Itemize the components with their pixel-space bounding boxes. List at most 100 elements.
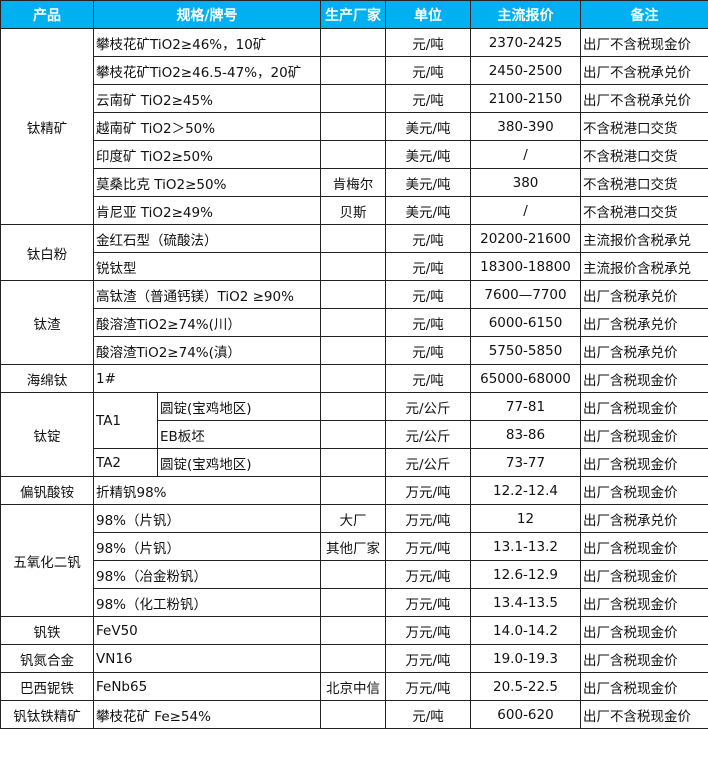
spec-cell: FeNb65	[93, 672, 321, 701]
table-row: 钒氮合金 VN16 万元/吨 19.0-19.3 出厂含税现金价	[0, 644, 708, 673]
table-row: 云南矿 TiO2≥45% 元/吨 2100-2150 出厂不含税承兑价	[1, 84, 708, 113]
maker-cell	[320, 224, 386, 253]
note-cell: 出厂含税承兑价	[580, 280, 708, 309]
table-row: 钛渣 高钛渣（普通钙镁）TiO2 ≥90% 元/吨 7600—7700 出厂含税承兑价	[0, 280, 708, 365]
note-cell: 出厂含税现金价	[580, 476, 708, 505]
header-spec: 规格/牌号	[93, 0, 321, 29]
grade-cell: TA1	[93, 392, 158, 449]
price-cell: 2370-2425	[470, 28, 581, 57]
table-row: TA2 圆锭(宝鸡地区) 元/公斤 73-77 出厂含税现金价	[1, 448, 708, 477]
note-cell: 出厂含税现金价	[580, 420, 708, 449]
table-row: 98%（片钒） 其他厂家 万元/吨 13.1-13.2 出厂含税现金价	[1, 532, 708, 561]
price-cell: 12.2-12.4	[470, 476, 581, 505]
maker-cell	[320, 112, 386, 141]
spec-cell: 98%（片钒）	[93, 504, 321, 533]
table-row: 印度矿 TiO2≥50% 美元/吨 / 不含税港口交货	[1, 140, 708, 169]
note-cell: 出厂含税承兑价	[580, 336, 708, 365]
spec-cell: 云南矿 TiO2≥45%	[93, 84, 321, 113]
header-maker: 生产厂家	[320, 0, 386, 29]
price-cell: 12	[470, 504, 581, 533]
table-row: 酸溶渣TiO2≥74%(滇） 元/吨 5750-5850 出厂含税承兑价	[1, 336, 708, 365]
price-cell: /	[470, 196, 581, 225]
price-cell: 5750-5850	[470, 336, 581, 365]
product-cell: 钛锭	[0, 392, 94, 477]
table-row: 巴西铌铁 FeNb65 北京中信 万元/吨 20.5-22.5 出厂含税现金价	[0, 672, 708, 701]
unit-cell: 元/吨	[385, 336, 471, 365]
table-row: 莫桑比克 TiO2≥50% 肯梅尔 美元/吨 380 不含税港口交货	[1, 168, 708, 197]
table-row: 钒钛铁精矿 攀枝花矿 Fe≥54% 元/吨 600-620 出厂不含税现金价	[0, 700, 708, 729]
table-row: 钛白粉 金红石型（硫酸法） 元/吨 20200-21600 主流报价含税承兑	[0, 224, 708, 281]
maker-cell	[320, 252, 386, 281]
maker-cell	[320, 84, 386, 113]
maker-cell	[320, 336, 386, 365]
table-row: 钒铁 FeV50 万元/吨 14.0-14.2 出厂含税现金价	[0, 616, 708, 645]
note-cell: 主流报价含税承兑	[580, 252, 708, 281]
unit-cell: 万元/吨	[385, 644, 471, 673]
spec-cell: 酸溶渣TiO2≥74%(川）	[93, 308, 321, 337]
table-row: 攀枝花矿TiO2≥46.5-47%，20矿 元/吨 2450-2500 出厂不含税承兑…	[1, 56, 708, 85]
price-cell: /	[470, 140, 581, 169]
unit-cell: 元/吨	[385, 700, 471, 729]
note-cell: 出厂不含税现金价	[580, 700, 708, 729]
spec-cell: 肯尼亚 TiO2≥49%	[93, 196, 321, 225]
unit-cell: 元/公斤	[385, 448, 471, 477]
price-cell: 13.1-13.2	[470, 532, 581, 561]
note-cell: 出厂含税现金价	[580, 364, 708, 393]
spec-cell: 攀枝花矿 Fe≥54%	[93, 700, 321, 729]
price-cell: 19.0-19.3	[470, 644, 581, 673]
form-cell: 圆锭(宝鸡地区)	[157, 392, 321, 421]
product-cell: 巴西铌铁	[0, 672, 94, 701]
unit-cell: 美元/吨	[385, 168, 471, 197]
spec-cell: 折精钒98%	[93, 476, 321, 505]
price-cell: 12.6-12.9	[470, 560, 581, 589]
unit-cell: 元/吨	[385, 280, 471, 309]
unit-cell: 万元/吨	[385, 504, 471, 533]
maker-cell: 贝斯	[320, 196, 386, 225]
unit-cell: 万元/吨	[385, 616, 471, 645]
header-unit: 单位	[385, 0, 471, 29]
maker-cell: 肯梅尔	[320, 168, 386, 197]
maker-cell	[320, 420, 386, 449]
note-cell: 出厂含税现金价	[580, 532, 708, 561]
unit-cell: 元/公斤	[385, 420, 471, 449]
note-cell: 不含税港口交货	[580, 168, 708, 197]
maker-cell	[320, 588, 386, 617]
product-cell: 钛精矿	[0, 28, 94, 225]
unit-cell: 元/吨	[385, 28, 471, 57]
spec-cell: VN16	[93, 644, 321, 673]
product-cell: 钒钛铁精矿	[0, 700, 94, 729]
maker-cell	[320, 448, 386, 477]
spec-cell: 98%（片钒）	[93, 532, 321, 561]
spec-cell: 98%（化工粉钒）	[93, 588, 321, 617]
table-row: 五氧化二钒 98%（片钒） 大厂 万元/吨 12 出厂含税承兑价	[0, 504, 708, 617]
spec-cell: 酸溶渣TiO2≥74%(滇）	[93, 336, 321, 365]
maker-cell	[320, 56, 386, 85]
product-cell: 海绵钛	[0, 364, 94, 393]
note-cell: 出厂含税现金价	[580, 644, 708, 673]
table-row: 酸溶渣TiO2≥74%(川） 元/吨 6000-6150 出厂含税承兑价	[1, 308, 708, 337]
table-row: 98%（冶金粉钒） 万元/吨 12.6-12.9 出厂含税现金价	[1, 560, 708, 589]
unit-cell: 美元/吨	[385, 196, 471, 225]
price-cell: 2450-2500	[470, 56, 581, 85]
note-cell: 不含税港口交货	[580, 196, 708, 225]
table-row: 钛精矿 攀枝花矿TiO2≥46%，10矿 元/吨 2370-2425 出厂不含税现金价	[0, 28, 708, 225]
table-row: 肯尼亚 TiO2≥49% 贝斯 美元/吨 / 不含税港口交货	[1, 196, 708, 225]
unit-cell: 美元/吨	[385, 140, 471, 169]
note-cell: 出厂含税现金价	[580, 616, 708, 645]
unit-cell: 美元/吨	[385, 112, 471, 141]
product-cell: 偏钒酸铵	[0, 476, 94, 505]
unit-cell: 万元/吨	[385, 588, 471, 617]
note-cell: 出厂含税现金价	[580, 448, 708, 477]
product-cell: 钒铁	[0, 616, 94, 645]
unit-cell: 万元/吨	[385, 532, 471, 561]
unit-cell: 元/吨	[385, 252, 471, 281]
spec-cell: 锐钛型	[93, 252, 321, 281]
maker-cell: 大厂	[320, 504, 386, 533]
spec-cell: 攀枝花矿TiO2≥46.5-47%，20矿	[93, 56, 321, 85]
maker-cell	[320, 308, 386, 337]
price-cell: 18300-18800	[470, 252, 581, 281]
spec-cell: 莫桑比克 TiO2≥50%	[93, 168, 321, 197]
spec-cell: 攀枝花矿TiO2≥46%，10矿	[93, 28, 321, 57]
spec-cell: 1#	[93, 364, 321, 393]
maker-cell	[320, 476, 386, 505]
